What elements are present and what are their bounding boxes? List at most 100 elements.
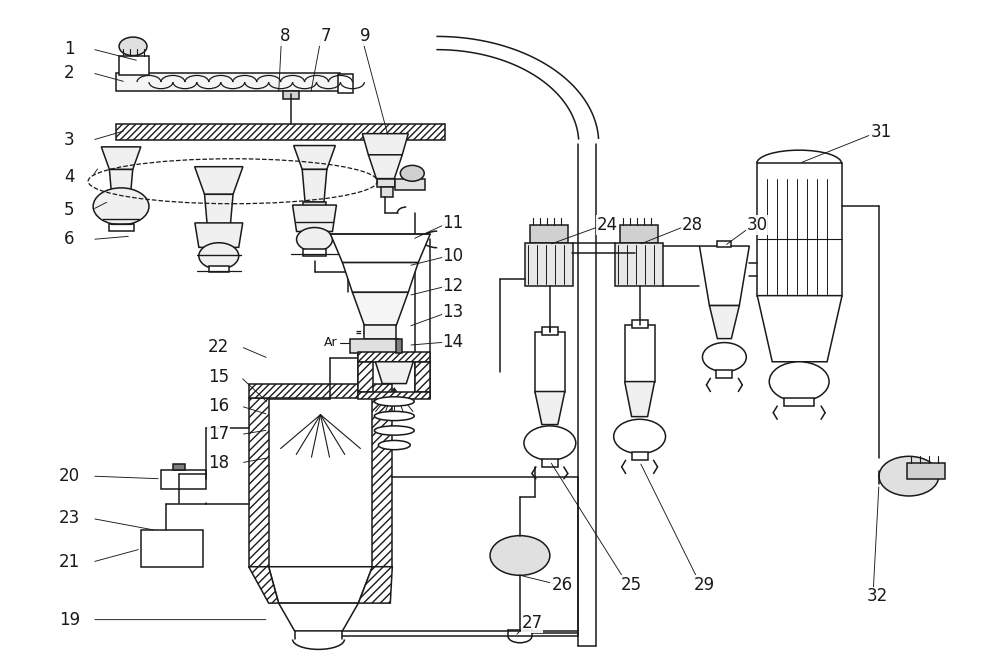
Text: Ar: Ar (324, 336, 337, 349)
Text: 31: 31 (870, 124, 892, 141)
Polygon shape (294, 145, 335, 169)
Bar (784, 398, 814, 406)
Bar (303, 222, 327, 228)
Text: 21: 21 (59, 553, 80, 571)
Polygon shape (368, 155, 402, 179)
Polygon shape (352, 292, 408, 325)
Text: 20: 20 (59, 467, 80, 485)
Bar (632, 320, 648, 328)
Ellipse shape (374, 397, 414, 406)
Bar (381, 187, 393, 197)
Text: 15: 15 (208, 368, 229, 386)
Polygon shape (293, 205, 336, 232)
Polygon shape (195, 167, 243, 195)
Polygon shape (330, 234, 430, 262)
Bar (620, 225, 658, 244)
Bar (110, 220, 133, 225)
Text: 14: 14 (443, 333, 464, 351)
Circle shape (490, 536, 550, 575)
Polygon shape (205, 195, 233, 232)
Text: 12: 12 (443, 277, 464, 295)
Bar (717, 241, 731, 248)
Bar (116, 208, 126, 220)
Polygon shape (342, 262, 418, 292)
Bar (338, 74, 353, 93)
Bar (542, 459, 558, 467)
Bar (309, 211, 320, 222)
Bar (119, 56, 149, 76)
Bar (358, 362, 373, 392)
Bar (396, 339, 402, 353)
Polygon shape (249, 567, 279, 603)
Bar (395, 179, 425, 191)
Bar (350, 339, 398, 353)
Polygon shape (109, 169, 133, 201)
Bar (907, 463, 945, 479)
Bar (364, 325, 396, 339)
Bar (212, 242, 225, 256)
Ellipse shape (374, 411, 414, 420)
Polygon shape (101, 147, 141, 169)
Polygon shape (362, 133, 408, 155)
Text: 18: 18 (208, 454, 229, 472)
Circle shape (119, 37, 147, 56)
Circle shape (297, 228, 332, 252)
Text: 4: 4 (64, 167, 74, 186)
Bar (542, 327, 558, 335)
Bar (283, 92, 299, 99)
Bar (249, 384, 392, 398)
Text: 16: 16 (208, 397, 229, 415)
Circle shape (614, 419, 666, 454)
Bar (716, 371, 732, 378)
Text: 23: 23 (59, 509, 80, 527)
Circle shape (702, 343, 746, 372)
Ellipse shape (374, 426, 414, 435)
Bar (161, 469, 206, 489)
Circle shape (93, 188, 149, 225)
Polygon shape (279, 603, 358, 631)
Bar (206, 256, 233, 262)
Text: 29: 29 (694, 576, 715, 594)
Bar (615, 243, 663, 286)
Text: 7: 7 (320, 27, 331, 44)
Bar (141, 531, 203, 567)
Text: 1: 1 (64, 40, 75, 58)
Text: 22: 22 (208, 337, 229, 355)
Text: 8: 8 (280, 27, 291, 44)
Bar (116, 73, 340, 92)
Text: 6: 6 (64, 230, 74, 248)
Bar (372, 398, 392, 567)
Text: 2: 2 (64, 64, 75, 82)
Text: 28: 28 (682, 216, 703, 234)
Bar (269, 398, 372, 567)
Bar (303, 250, 326, 256)
Bar (303, 202, 326, 211)
Text: 32: 32 (866, 588, 888, 606)
Polygon shape (625, 382, 655, 416)
Bar (535, 332, 565, 392)
Bar (209, 266, 229, 272)
Polygon shape (535, 392, 565, 424)
Bar (377, 179, 395, 187)
Bar (415, 362, 430, 392)
Text: 26: 26 (551, 576, 572, 594)
Polygon shape (709, 305, 739, 339)
Text: 25: 25 (621, 576, 642, 594)
Polygon shape (699, 246, 749, 305)
Circle shape (879, 456, 939, 496)
Text: 27: 27 (521, 614, 542, 632)
Polygon shape (358, 567, 392, 603)
Bar (530, 225, 568, 244)
Polygon shape (302, 169, 327, 202)
Bar (206, 232, 232, 242)
Text: 10: 10 (443, 247, 464, 265)
Bar (757, 163, 842, 295)
Bar (525, 243, 573, 286)
Text: 30: 30 (747, 216, 768, 234)
Bar (632, 452, 648, 460)
Bar (249, 398, 269, 567)
Text: 11: 11 (443, 214, 464, 232)
Bar (109, 224, 134, 231)
Polygon shape (757, 295, 842, 362)
Bar (110, 201, 132, 208)
